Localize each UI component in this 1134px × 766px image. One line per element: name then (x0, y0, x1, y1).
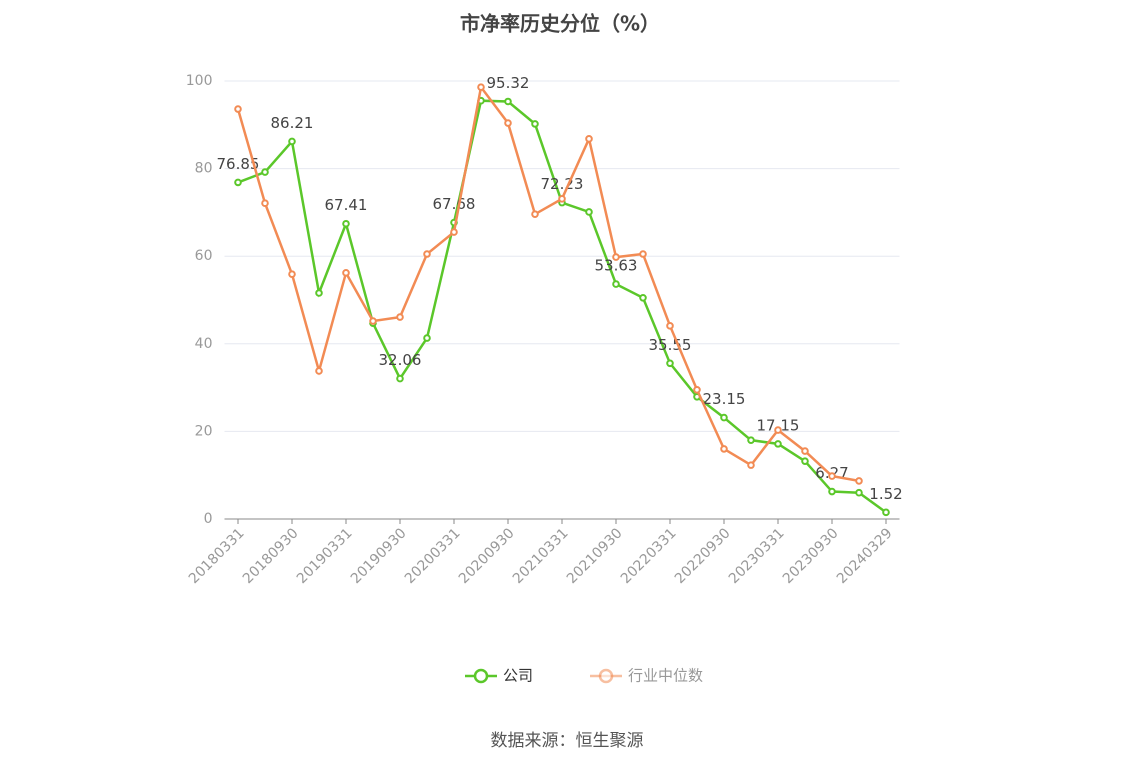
point (504, 97, 512, 106)
x-tick-label: 20230930 (780, 525, 842, 587)
legend-marker (473, 668, 489, 684)
point (261, 199, 269, 208)
y-tick-label: 80 (195, 161, 213, 177)
x-tick-label: 20230331 (726, 525, 788, 587)
point (855, 488, 863, 497)
point (747, 461, 755, 469)
x-tick-label: 20200331 (402, 525, 464, 587)
x-tick-label: 20180331 (186, 525, 248, 587)
x-tick-label: 20200930 (456, 525, 518, 587)
data-label: 32.06 (379, 351, 422, 369)
data-label: 76.85 (217, 155, 260, 173)
point (639, 294, 647, 302)
data-label: 86.21 (271, 114, 314, 132)
x-tick-label: 20210930 (564, 525, 626, 587)
point (423, 334, 431, 342)
point (720, 445, 728, 453)
point (774, 426, 782, 434)
data-label: 1.52 (869, 485, 902, 503)
point (801, 447, 809, 455)
point (693, 385, 701, 394)
point (612, 280, 620, 288)
point (288, 137, 296, 146)
data-label: 67.68 (433, 195, 476, 213)
point (423, 250, 431, 258)
point (828, 487, 836, 496)
point (747, 436, 755, 444)
data-label: 53.63 (595, 257, 638, 275)
legend-label: 行业中位数 (628, 667, 703, 685)
point (639, 250, 647, 258)
point (774, 440, 782, 448)
series-line (237, 99, 887, 514)
point (342, 269, 350, 277)
y-tick-label: 40 (195, 336, 213, 352)
point (477, 83, 485, 91)
data-label: 17.15 (757, 416, 800, 434)
x-tick-label: 20190930 (348, 525, 410, 587)
point (504, 119, 512, 127)
data-label: 72.23 (541, 175, 584, 193)
point (855, 477, 863, 485)
legend-label: 公司 (503, 667, 533, 685)
source: 数据来源：恒生聚源 (491, 731, 644, 751)
y-tick-label: 60 (195, 248, 213, 264)
x-tick-label: 20220331 (618, 525, 680, 587)
point (315, 367, 323, 375)
y-tick-label: 0 (204, 511, 213, 527)
y-tick-label: 20 (195, 423, 213, 439)
point (396, 313, 404, 321)
x-tick-label: 20240329 (834, 525, 896, 587)
legend-marker (598, 668, 614, 684)
point (234, 178, 242, 187)
x-tick-label: 20190331 (294, 525, 356, 587)
point (720, 413, 728, 422)
point (801, 457, 809, 465)
x-tick-label: 20220930 (672, 525, 734, 587)
x-tick-label: 20210331 (510, 525, 572, 587)
point (261, 168, 269, 176)
point (828, 472, 836, 480)
point (288, 270, 296, 278)
point (315, 289, 323, 297)
data-label: 95.32 (487, 74, 530, 92)
point (666, 322, 674, 330)
point (558, 195, 566, 203)
point (585, 135, 593, 143)
point (882, 508, 890, 517)
point (531, 120, 539, 128)
chart-title: 市净率历史分位（%） (460, 12, 660, 36)
point (666, 359, 674, 368)
data-label: 35.55 (649, 336, 692, 354)
point (585, 208, 593, 216)
point (234, 105, 242, 113)
data-label: 67.41 (325, 196, 368, 214)
point (342, 219, 350, 228)
series-line (236, 84, 860, 483)
point (369, 317, 377, 325)
x-tick-label: 20180930 (240, 525, 302, 587)
point (450, 228, 458, 236)
y-tick-label: 100 (186, 73, 213, 89)
point (531, 210, 539, 218)
point (396, 374, 404, 383)
data-label: 23.15 (703, 390, 746, 408)
point (612, 253, 620, 261)
